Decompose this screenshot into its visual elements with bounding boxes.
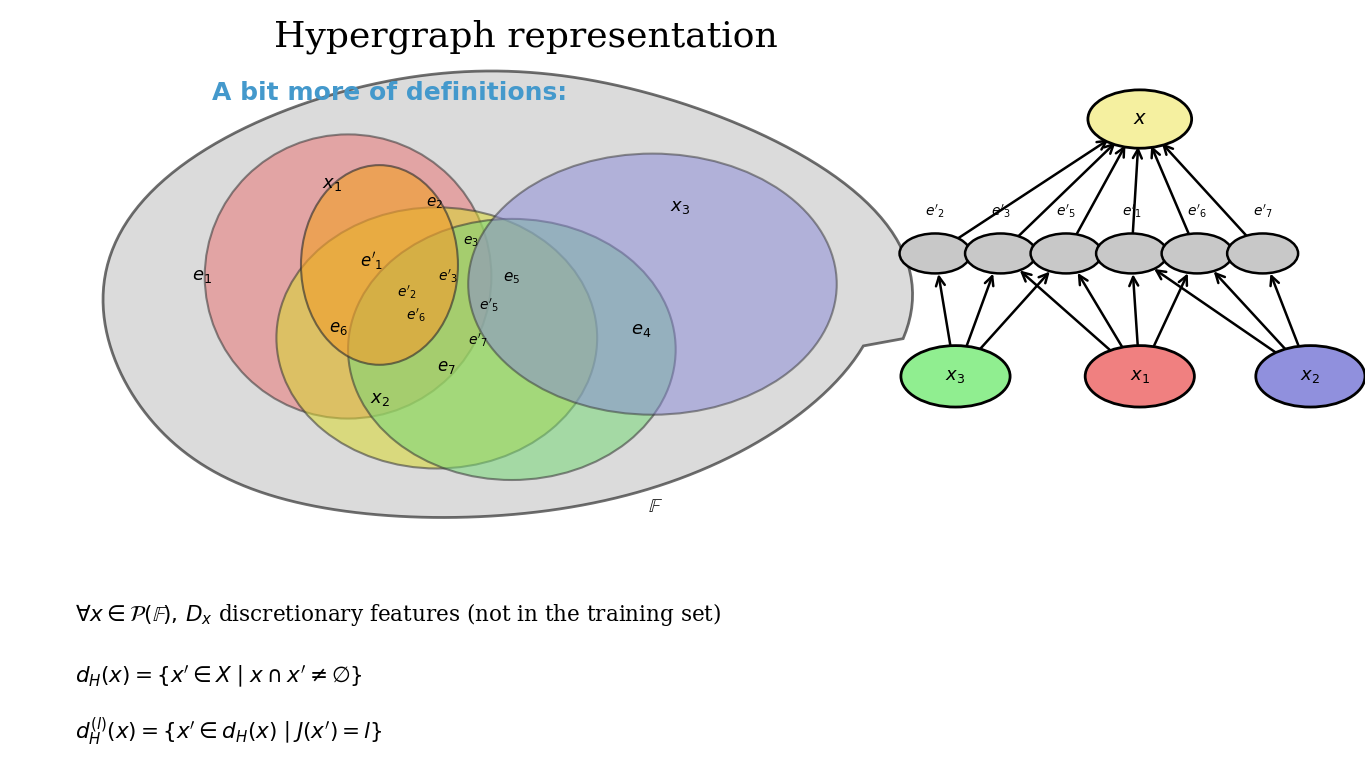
Text: $e'_7$: $e'_7$ [1253, 202, 1272, 220]
Circle shape [900, 233, 971, 273]
Text: $x_2$: $x_2$ [370, 390, 389, 409]
Text: $x_1$: $x_1$ [322, 175, 341, 194]
Text: $e_4$: $e_4$ [632, 321, 651, 339]
Circle shape [1085, 346, 1194, 407]
Text: $e'_5$: $e'_5$ [1057, 202, 1076, 220]
Text: $e'_7$: $e'_7$ [468, 332, 487, 349]
Ellipse shape [300, 165, 459, 365]
Text: $d_H^{(l)}(x) = \{x' \in d_H(x) \mid J(x') = l\}$: $d_H^{(l)}(x) = \{x' \in d_H(x) \mid J(x… [75, 716, 384, 748]
Ellipse shape [468, 154, 837, 415]
PathPatch shape [102, 71, 913, 518]
Text: $e_7$: $e_7$ [437, 359, 456, 376]
Text: $e_3$: $e_3$ [463, 235, 479, 249]
Text: $\mathbb{F}$: $\mathbb{F}$ [648, 498, 662, 516]
Circle shape [901, 346, 1010, 407]
Text: $e'_3$: $e'_3$ [438, 268, 457, 285]
Text: $e'_3$: $e'_3$ [991, 202, 1010, 220]
Text: $e_6$: $e_6$ [329, 320, 348, 337]
Ellipse shape [348, 219, 676, 480]
Text: $x$: $x$ [1133, 110, 1147, 128]
Text: $e'_2$: $e'_2$ [925, 202, 945, 220]
Circle shape [1088, 90, 1192, 148]
Text: $x_1$: $x_1$ [1130, 367, 1149, 386]
Text: $e'_2$: $e'_2$ [397, 283, 416, 300]
Circle shape [1227, 233, 1298, 273]
Text: $e_2$: $e_2$ [426, 196, 442, 211]
Circle shape [1256, 346, 1365, 407]
Text: $\forall x \in \mathcal{P}(\mathbb{F}),\, D_x$ discretionary features (not in th: $\forall x \in \mathcal{P}(\mathbb{F}),\… [75, 601, 721, 628]
Text: $x_2$: $x_2$ [1301, 367, 1320, 386]
Text: $e'_6$: $e'_6$ [1188, 202, 1207, 220]
Circle shape [1031, 233, 1102, 273]
Text: $e'_1$: $e'_1$ [359, 250, 384, 272]
Text: A bit more of definitions:: A bit more of definitions: [212, 81, 566, 104]
Text: $e_1$: $e_1$ [192, 267, 212, 286]
Text: Hypergraph representation: Hypergraph representation [273, 19, 778, 54]
Text: $e_5$: $e_5$ [504, 270, 520, 286]
Text: $e'_6$: $e'_6$ [407, 306, 426, 323]
Text: $e'_1$: $e'_1$ [1122, 202, 1141, 220]
Text: $x_3$: $x_3$ [946, 367, 965, 386]
Circle shape [965, 233, 1036, 273]
Circle shape [1096, 233, 1167, 273]
Circle shape [1162, 233, 1233, 273]
Ellipse shape [205, 134, 491, 419]
Text: $e'_5$: $e'_5$ [479, 296, 498, 313]
Text: $x_3$: $x_3$ [670, 198, 689, 217]
Text: $d_H(x) = \{x' \in X \mid x \cap x' \neq \varnothing\}$: $d_H(x) = \{x' \in X \mid x \cap x' \neq… [75, 663, 363, 689]
Ellipse shape [276, 207, 598, 468]
